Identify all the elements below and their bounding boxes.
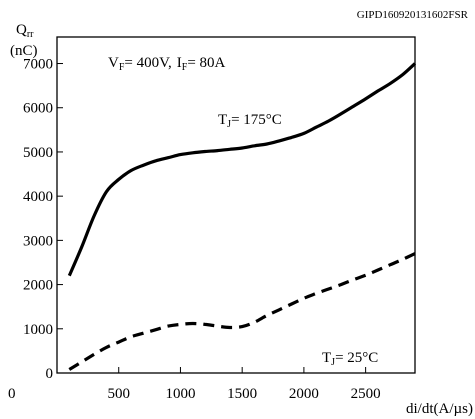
plot-frame: [56, 36, 416, 374]
cond-v-sym: V: [108, 55, 119, 71]
x-tick-label-1000: 1000: [165, 386, 195, 402]
conditions-annotation: VF= 400V, IF= 80A: [108, 55, 226, 73]
series-line-0: [67, 62, 417, 277]
y-tick-label-0: 0: [46, 366, 54, 382]
y-tick-label-1000: 1000: [23, 322, 53, 338]
y-axis-title-sub: rr: [27, 29, 34, 40]
x-tick-label-500: 500: [107, 386, 130, 402]
y-axis-unit: (nC): [10, 43, 38, 59]
cond-v-val: = 400V,: [124, 55, 171, 71]
ticks: [56, 63, 367, 374]
y-axis-title-main: Q: [16, 22, 27, 38]
x-tick-label-2000: 2000: [289, 386, 319, 402]
x-axis-title: di/dt(A/µs): [406, 401, 473, 417]
y-axis-title: Qrr: [16, 22, 34, 40]
cond-i-val: = 80A: [187, 55, 225, 71]
y-tick-label-3000: 3000: [23, 233, 53, 249]
x-tick-label-0: 0: [8, 386, 16, 402]
series-label-25: TJ= 25°C: [322, 350, 378, 368]
x-tick-label-1500: 1500: [227, 386, 257, 402]
cond-i-sym: I: [177, 55, 182, 71]
y-tick-label-6000: 6000: [23, 101, 53, 117]
header-code: GIPD160920131602FSR: [357, 9, 469, 21]
y-tick-label-7000: 7000: [23, 57, 53, 73]
series-lines: [67, 62, 417, 371]
series-line-1: [68, 252, 416, 371]
cond-i-sub: F: [182, 62, 188, 73]
series-label-175: TJ= 175°C: [218, 112, 282, 130]
y-tick-label-4000: 4000: [23, 189, 53, 205]
x-tick-label-2500: 2500: [351, 386, 381, 402]
cond-v-sub: F: [119, 62, 125, 73]
y-tick-label-2000: 2000: [23, 278, 53, 294]
tick-labels: 0 1000 2000 3000 4000 5000 6000 7000 0 500 1000 150…: [8, 57, 381, 402]
y-tick-label-5000: 5000: [23, 145, 53, 161]
